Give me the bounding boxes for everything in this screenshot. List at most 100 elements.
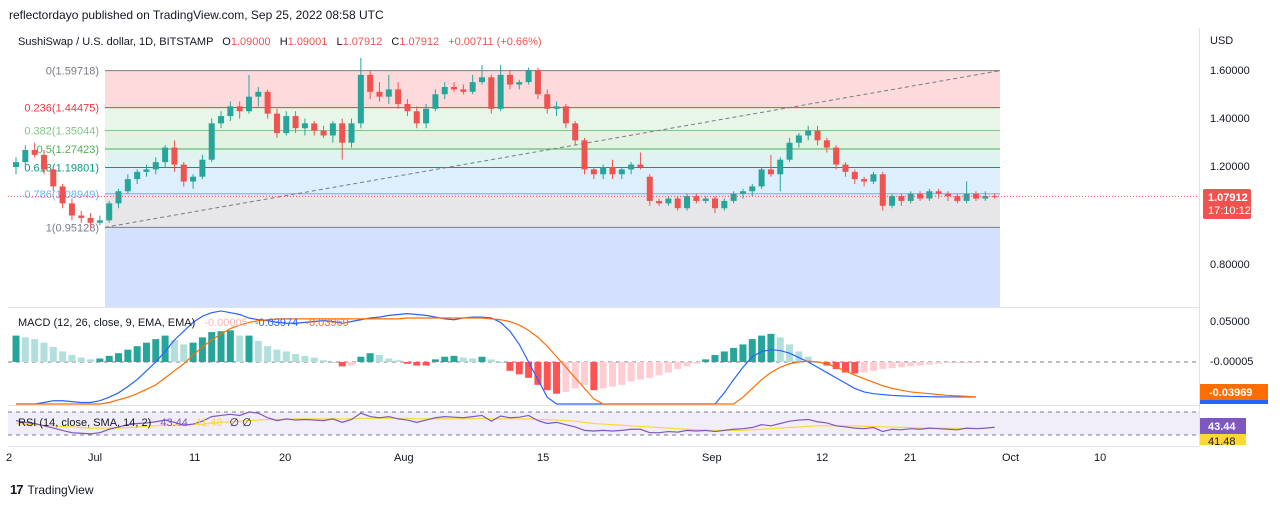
candle-body [982,196,989,199]
candle [40,150,47,175]
candle-body [814,130,821,141]
candle [991,193,998,199]
macd-line-value: -0.03974 [255,317,298,329]
macd-hist-bar [832,362,840,370]
macd-hist-bar [273,349,281,362]
candle [180,162,187,187]
candle-body [143,169,150,172]
candle-body [712,198,718,209]
rsi-legend[interactable]: RSI (14, close, SMA, 14, 2) 43.44 41.48 … [18,417,252,429]
candle-body [749,186,756,192]
candle-body [59,186,66,204]
price-tick-3: 1.20000 [1210,161,1250,173]
candle [590,167,597,180]
candle [935,188,942,199]
candle [78,210,85,223]
candle-body [553,106,560,109]
candle [50,167,57,192]
candle [665,196,672,206]
svg-text:43.44: 43.44 [1208,421,1236,433]
candle-body [879,174,886,206]
candle [712,196,718,214]
rsi-pane [8,411,1199,436]
macd-hist-bar [152,339,160,362]
candle [907,191,914,204]
candle-body [991,196,998,198]
macd-hist-bar [599,362,607,389]
macd-signal-value: -0.03969 [305,317,348,329]
candle [600,164,607,180]
fib-level-label: 0.618(1.19801) [24,162,99,174]
legend-low: 1.07912 [343,36,383,48]
macd-hist-bar [618,362,626,385]
fib-retracement[interactable]: 0(1.59718) 0.236(1.44475) 0.382(1.35044) 0.… [24,66,1001,307]
macd-hist-bar [692,362,700,364]
candle-body [972,193,979,199]
macd-hist-bar [40,342,48,362]
macd-hist-bar [338,362,346,367]
macd-hist-bar [142,342,150,362]
candle [721,198,728,211]
candle-body [320,130,327,136]
macd-hist-bar [385,358,393,362]
candle [861,176,868,187]
candle-body [963,193,970,201]
candle [115,188,122,209]
macd-hist-bar [730,347,738,362]
candle-body [693,196,700,201]
macd-hist-bar [133,346,141,362]
candle [460,84,467,95]
candle [572,120,579,146]
candle [441,82,448,100]
macd-hist-bar [739,344,747,362]
candle [879,171,886,211]
candle [637,152,644,170]
candle [367,70,374,100]
candle [628,162,635,175]
candle-body [87,217,94,223]
candle-body [637,164,644,167]
candle-body [162,147,169,163]
legend-line[interactable]: SushiSwap / U.S. dollar, 1D, BITSTAMP O1… [18,36,542,48]
macd-legend[interactable]: MACD (12, 26, close, 9, EMA, EMA) -0.000… [18,317,349,329]
candle-body [106,203,113,221]
macd-hist-bar [674,362,682,370]
candle [96,215,103,226]
macd-hist-bar [543,362,551,391]
candle-body [544,94,551,109]
candle-body [190,176,197,182]
rsi-ma-tag: 41.48 [1200,434,1246,448]
candle-body [227,106,234,117]
tradingview-logo[interactable]: 17 TradingView [10,482,94,497]
macd-hist-bar [655,362,663,376]
chart-area[interactable]: 0(1.59718) 0.236(1.44475) 0.382(1.35044) 0.… [0,28,1280,476]
last-price-value: 1.07912 [1208,192,1248,204]
candle-body [413,111,420,124]
candle-body [246,96,252,112]
chart-background [0,28,1280,476]
fib-band [105,70,1000,108]
macd-hist-bar [282,351,290,362]
candle [190,174,197,189]
candle-body [684,196,691,209]
candle-body [460,89,467,92]
candle-body [78,215,85,218]
candle [982,191,989,201]
time-axis[interactable]: 2 Jul 11 20 Aug 15 Sep 12 21 Oct 10 [6,452,1106,464]
candle-body [171,147,178,165]
candle [87,213,94,228]
macd-hist-bar [515,362,523,375]
time-tick-jul: Jul [88,452,102,464]
candle-body [665,198,672,204]
candle [479,65,485,85]
candle [488,74,495,114]
macd-hist-bar [748,339,756,362]
candle [348,118,355,148]
macd-hist-bar [413,362,421,366]
publish-text: reflectordayo published on TradingView.c… [9,8,384,22]
candle-body [618,169,625,175]
candle-body [451,86,458,90]
candle [432,89,439,112]
candle [208,118,215,163]
candle-body [842,164,849,172]
